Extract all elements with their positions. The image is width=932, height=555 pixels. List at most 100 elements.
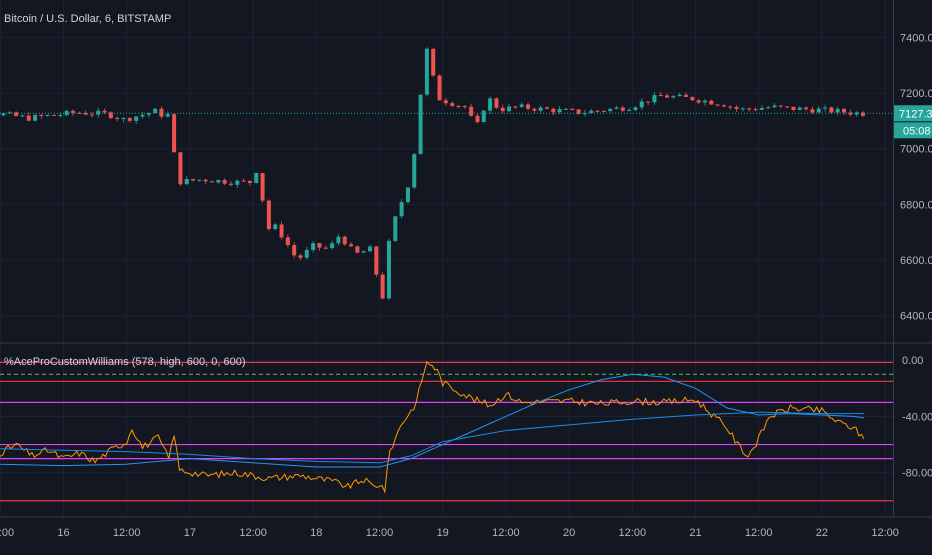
candle-body xyxy=(582,113,587,115)
y-tick-label: 6400.00 xyxy=(900,311,932,323)
indicator-y-tick-label: -40.00 xyxy=(902,411,932,423)
candle-body xyxy=(424,48,429,95)
candle-body xyxy=(418,94,423,155)
candle-body xyxy=(665,95,670,98)
candle-body xyxy=(557,109,562,113)
candle-body xyxy=(860,112,865,116)
candle-body xyxy=(488,98,493,111)
x-tick-label: 16 xyxy=(57,527,69,539)
candle-body xyxy=(500,107,505,112)
candle-body xyxy=(544,107,549,109)
candle-body xyxy=(121,118,126,120)
candle-body xyxy=(355,246,360,253)
candle-body xyxy=(715,104,720,106)
candle-body xyxy=(658,95,663,97)
candle-body xyxy=(146,113,151,115)
grid xyxy=(0,0,893,516)
candle-body xyxy=(563,108,568,110)
candle-body xyxy=(222,179,227,184)
candle-body xyxy=(191,178,196,181)
candle-body xyxy=(279,224,284,238)
candle-body xyxy=(33,115,38,121)
candle-body xyxy=(330,243,335,249)
x-tick-label: 12:00 xyxy=(0,527,14,539)
candle-body xyxy=(721,105,726,107)
candle-body xyxy=(58,114,63,116)
candle-body xyxy=(823,107,828,109)
candle-body xyxy=(172,114,177,153)
x-tick-label: 12:00 xyxy=(492,527,520,539)
candle-body xyxy=(20,115,25,117)
moving-average-line xyxy=(0,411,864,464)
countdown-badge xyxy=(894,122,932,139)
candle-body xyxy=(601,110,606,112)
candle-body xyxy=(791,106,796,110)
candle-body xyxy=(77,112,82,114)
candle-body xyxy=(96,110,101,115)
candle-body xyxy=(848,112,853,115)
last-price-line: 7127.30 05:08 xyxy=(0,105,932,139)
candle-body xyxy=(431,48,436,76)
candle-body xyxy=(456,105,461,107)
candle-body xyxy=(538,107,543,111)
candle-body xyxy=(443,100,448,104)
candle-body xyxy=(323,247,328,249)
candle-body xyxy=(317,243,322,248)
y-tick-label: 6600.00 xyxy=(900,255,932,267)
candle-body xyxy=(785,106,790,108)
candle-body xyxy=(696,100,701,103)
candle-body xyxy=(197,179,202,181)
candle-body xyxy=(304,249,309,258)
candle-body xyxy=(620,107,625,111)
y-tick-label: 7400.00 xyxy=(900,32,932,44)
candle-body xyxy=(759,108,764,110)
candle-body xyxy=(766,107,771,109)
moving-average-line xyxy=(0,373,865,468)
candle-body xyxy=(216,179,221,183)
candle-body xyxy=(684,94,689,97)
candle-body xyxy=(45,114,50,117)
candle-body xyxy=(462,105,467,107)
candle-body xyxy=(153,108,158,114)
candle-body xyxy=(165,114,170,117)
x-tick-label: 12:00 xyxy=(239,527,267,539)
candle-body xyxy=(298,255,303,258)
candle-body xyxy=(608,108,613,112)
candle-body xyxy=(83,112,88,115)
candle-body xyxy=(677,94,682,97)
x-tick-label: 21 xyxy=(689,527,701,539)
candle-body xyxy=(652,95,657,103)
candle-body xyxy=(437,75,442,101)
candle-body xyxy=(519,104,524,107)
candle-body xyxy=(627,110,632,112)
candle-body xyxy=(595,110,600,112)
candle-body xyxy=(551,108,556,113)
x-tick-label: 12:00 xyxy=(366,527,394,539)
candle-body xyxy=(753,109,758,111)
candle-body xyxy=(342,236,347,245)
candle-body xyxy=(108,112,113,118)
candle-body xyxy=(361,251,366,253)
candle-body xyxy=(646,101,651,103)
candle-body xyxy=(241,180,246,182)
candle-body xyxy=(842,108,847,113)
candle-body xyxy=(26,115,31,121)
x-tick-label: 12:00 xyxy=(871,527,899,539)
candle-body xyxy=(772,105,777,108)
candle-body xyxy=(854,112,859,115)
candle-body xyxy=(671,96,676,98)
candle-body xyxy=(247,180,252,183)
candle-body xyxy=(797,107,802,110)
candle-body xyxy=(178,152,183,185)
candle-body xyxy=(292,245,297,256)
x-tick-label: 19 xyxy=(437,527,449,539)
candle-body xyxy=(507,106,512,112)
candle-body xyxy=(70,110,75,113)
candle-body xyxy=(311,243,316,250)
candle-body xyxy=(393,216,398,241)
candle-body xyxy=(380,274,385,299)
candle-body xyxy=(115,117,120,120)
candle-body xyxy=(140,114,145,117)
